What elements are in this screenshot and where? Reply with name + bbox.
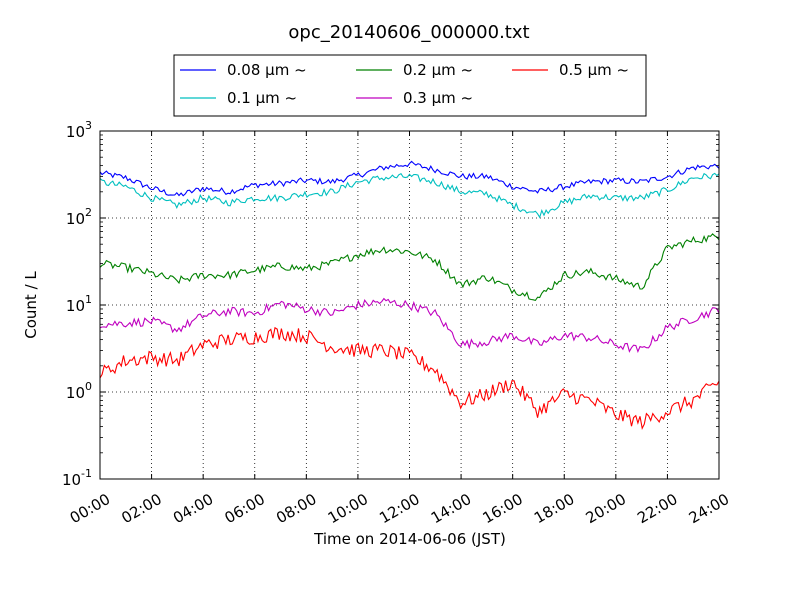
series-line <box>99 326 720 431</box>
legend-label: 0.1 μm ~ <box>227 89 297 107</box>
y-tick-label: 101 <box>66 293 92 315</box>
chart-title: opc_20140606_000000.txt <box>288 22 529 43</box>
y-tick-label: 103 <box>66 119 92 141</box>
y-tick-label: 102 <box>66 206 92 228</box>
y-axis-label: Count / L <box>22 271 40 339</box>
x-axis-label: Time on 2014-06-06 (JST) <box>313 530 506 548</box>
series-line <box>99 297 720 354</box>
series-line <box>99 233 720 302</box>
legend-label: 0.3 μm ~ <box>403 89 473 107</box>
series-lines <box>99 160 720 431</box>
y-tick-label: 10-1 <box>62 467 92 489</box>
legend-label: 0.5 μm ~ <box>559 61 629 79</box>
y-axis-ticks: 10-1 100 101 102 103 <box>62 119 719 489</box>
series-line <box>99 172 720 219</box>
legend-label: 0.08 μm ~ <box>227 61 307 79</box>
legend-frame <box>173 54 647 117</box>
legend-label: 0.2 μm ~ <box>403 61 473 79</box>
y-tick-label: 100 <box>66 380 92 402</box>
series-line <box>99 160 720 197</box>
legend: 0.08 μm ~ 0.1 μm ~ 0.2 μm ~ 0.3 μm ~ 0.5 μm … <box>173 54 647 117</box>
